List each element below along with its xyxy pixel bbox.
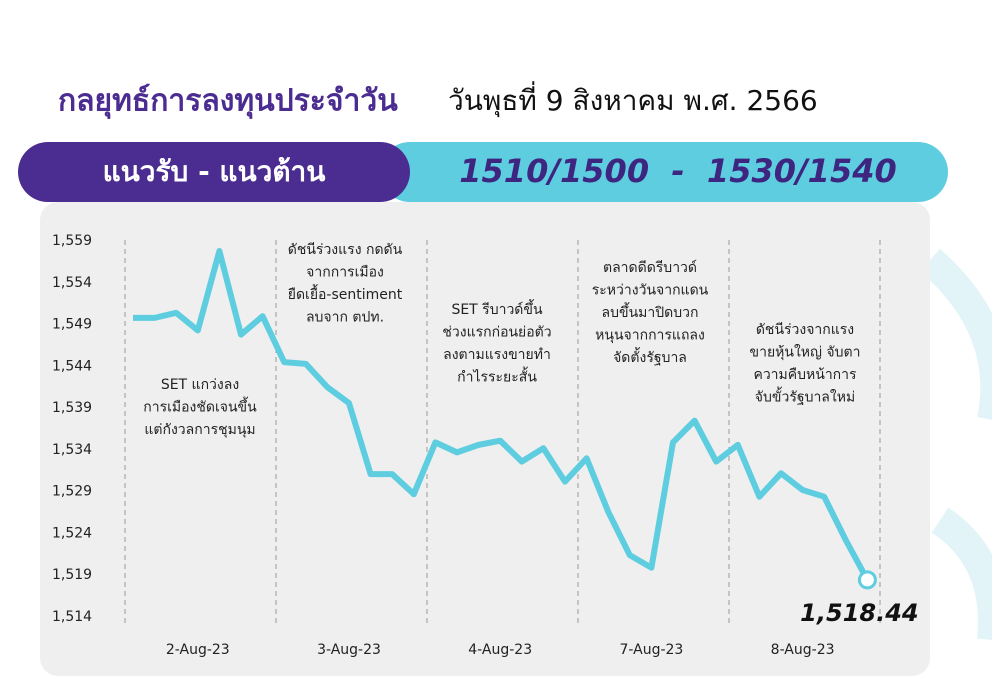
annotation: การเมืองชัดเจนขึ้น xyxy=(143,397,257,416)
annotation: ลบจาก ตปท. xyxy=(306,310,384,326)
y-tick-label: 1,549 xyxy=(52,317,92,333)
banner-levels: 1510/1500 - 1530/1540 xyxy=(459,152,896,190)
annotation: จับขั้วรัฐบาลใหม่ xyxy=(755,387,855,406)
banner-label: แนวรับ - แนวต้าน xyxy=(103,155,326,188)
annotation: ระหว่างวันจากแดน xyxy=(592,283,709,299)
page-date: วันพุธที่ 9 สิงหาคม พ.ศ. 2566 xyxy=(448,81,818,118)
plot-panel xyxy=(40,202,930,676)
series-line xyxy=(133,248,871,582)
x-tick-label: 7-Aug-23 xyxy=(619,642,683,658)
x-tick-label: 4-Aug-23 xyxy=(468,642,532,658)
annotation: ลงตามแรงขายทำ xyxy=(443,347,551,363)
y-tick-label: 1,524 xyxy=(52,525,92,541)
annotation: จัดตั้งรัฐบาล xyxy=(613,347,687,366)
x-tick-label: 8-Aug-23 xyxy=(771,642,835,658)
annotation: ตลาดดีดรีบาวด์ xyxy=(603,259,697,276)
annotation: ดัชนีร่วงจากแรง xyxy=(756,322,854,338)
y-tick-label: 1,544 xyxy=(52,358,92,374)
annotation: ช่วงแรกก่อนย่อตัว xyxy=(442,325,551,341)
x-tick-label: 3-Aug-23 xyxy=(317,642,381,658)
annotation: ยืดเยื้อ-sentiment xyxy=(288,284,403,303)
y-tick-label: 1,559 xyxy=(52,233,92,249)
annotation: จากการเมือง xyxy=(306,265,384,281)
annotation: SET รีบาวด์ขึ้น xyxy=(451,299,543,318)
banner-right xyxy=(380,142,948,202)
annotation: ความคืบหน้าการ xyxy=(753,367,857,383)
annotation: กำไรระยะสั้น xyxy=(457,367,537,386)
decoration xyxy=(931,507,992,640)
y-tick-label: 1,519 xyxy=(52,567,92,583)
annotation: ลบขึ้นมาปิดบวก xyxy=(602,302,699,321)
value-label: 1,518.44 xyxy=(800,599,918,627)
x-tick-label: 2-Aug-23 xyxy=(166,642,230,658)
annotation: หนุนจากการแถลง xyxy=(595,328,705,344)
page-title: กลยุทธ์การลงทุนประจำวัน xyxy=(58,84,398,120)
y-tick-label: 1,529 xyxy=(52,484,92,500)
y-tick-label: 1,539 xyxy=(52,400,92,416)
y-tick-label: 1,514 xyxy=(52,609,92,625)
annotation: ดัชนีร่วงแรง กดดัน xyxy=(288,242,403,258)
y-tick-label: 1,554 xyxy=(52,275,92,291)
annotation: ขายหุ้นใหญ่ จับตา xyxy=(750,344,861,361)
banner-left xyxy=(18,142,410,202)
y-tick-label: 1,534 xyxy=(52,442,92,458)
decoration xyxy=(919,248,992,420)
end-marker xyxy=(857,570,877,590)
annotation: แต่กังวลการชุมนุม xyxy=(144,422,255,438)
annotation: SET แกว่งลง xyxy=(161,377,239,393)
